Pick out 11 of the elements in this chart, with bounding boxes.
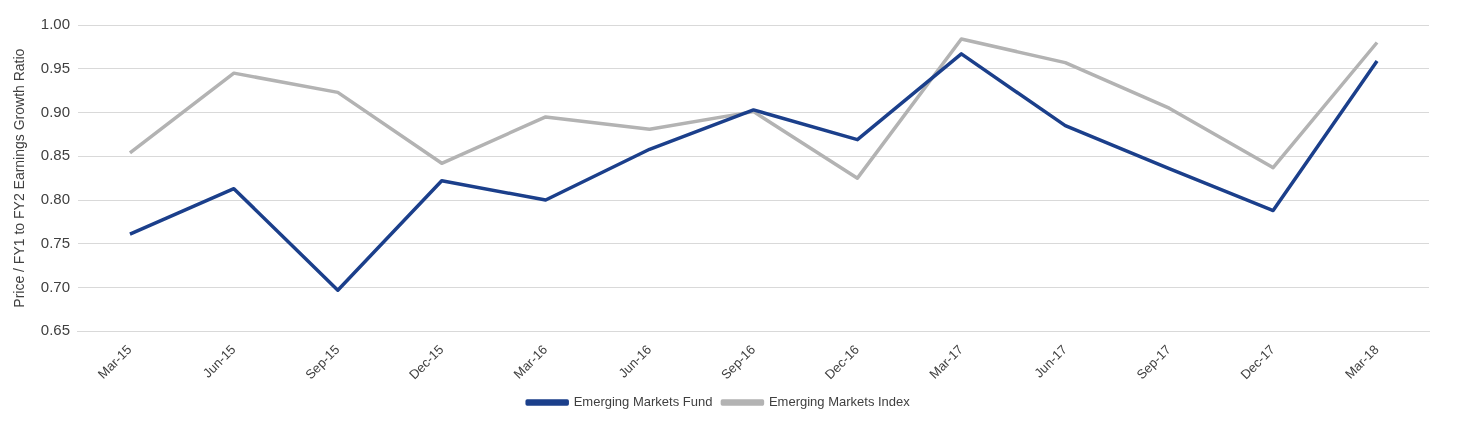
- y-tick-label: 1.00: [40, 15, 70, 33]
- y-tick-label: 0.80: [40, 190, 70, 208]
- y-tick-label: 0.85: [40, 146, 70, 164]
- y-tick-label: 0.70: [40, 277, 70, 295]
- y-axis-title: Price / FY1 to FY2 Earnings Growth Ratio: [11, 48, 28, 308]
- legend-label: Emerging Markets Fund: [573, 394, 713, 410]
- legend-label: Emerging Markets Index: [768, 394, 911, 410]
- y-tick-label: 0.95: [40, 58, 70, 76]
- y-tick-label: 0.75: [40, 233, 70, 251]
- y-tick-label: 0.90: [40, 102, 70, 120]
- y-tick-label: 0.65: [40, 321, 70, 339]
